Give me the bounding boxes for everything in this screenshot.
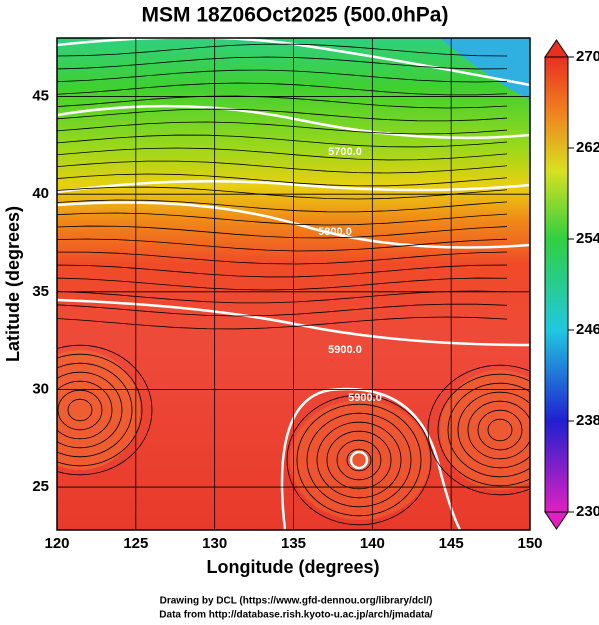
streamline: [336, 439, 382, 481]
x-tick-label: 125: [123, 535, 148, 552]
contour-label: 5900.0: [328, 344, 362, 356]
streamline: [57, 160, 508, 174]
x-tick-label: 130: [202, 535, 227, 552]
streamline: [487, 418, 513, 442]
colorbar-tick-label: 230: [576, 503, 599, 520]
streamline: [57, 277, 508, 291]
streamline: [67, 398, 93, 422]
footer-line: Data from http://database.rish.kyoto-u.a…: [159, 610, 433, 621]
streamline: [467, 400, 530, 460]
streamline: [57, 121, 508, 135]
colorbar-max-arrow: [544, 39, 569, 58]
streamline: [57, 147, 508, 161]
y-tick-label: 30: [32, 380, 49, 397]
streamline: [57, 353, 143, 467]
streamline: [427, 364, 530, 496]
streamline: [477, 409, 523, 451]
streamline: [57, 186, 508, 200]
streamline: [57, 290, 508, 304]
colorbar-tick-label: 262: [576, 139, 599, 156]
streamline: [296, 403, 422, 517]
contour-label: 5800.0: [318, 226, 352, 238]
streamline: [457, 391, 530, 469]
y-tick-label: 25: [32, 478, 49, 495]
colorbar-tick-label: 238: [576, 412, 599, 429]
colorbar-tick-label: 270: [576, 48, 599, 65]
streamline: [57, 344, 153, 476]
x-tick-label: 145: [439, 535, 464, 552]
streamline: [306, 412, 412, 508]
streamline: [57, 69, 508, 83]
map-field: [57, 38, 530, 530]
streamline: [326, 430, 392, 490]
y-tick-label: 35: [32, 283, 49, 300]
plot-frame: [56, 37, 531, 531]
streamline: [57, 389, 103, 431]
streamline: [286, 394, 432, 526]
x-tick-label: 135: [281, 535, 306, 552]
streamline: [57, 251, 508, 265]
streamline: [57, 199, 508, 213]
y-tick-label: 40: [32, 185, 49, 202]
streamline: [57, 238, 508, 252]
contour-label: 5900.0: [348, 392, 382, 404]
streamline: [57, 108, 508, 122]
streamline: [57, 371, 123, 449]
streamline: [57, 56, 508, 70]
contour-label: 5700.0: [328, 146, 362, 158]
streamline: [57, 43, 508, 57]
streamline: [57, 225, 508, 239]
streamline: [57, 362, 133, 458]
streamline: [346, 448, 372, 472]
streamline: [437, 373, 530, 487]
streamline: [316, 421, 402, 499]
title: MSM 18Z06Oct2025 (500.0hPa): [142, 4, 449, 27]
streamline: [57, 134, 508, 148]
colorbar: [544, 56, 569, 513]
streamline: [57, 303, 508, 317]
x-tick-label: 120: [44, 535, 69, 552]
streamline: [57, 212, 508, 226]
streamline: [57, 173, 508, 187]
streamline: [57, 380, 113, 440]
streamline: [447, 382, 530, 478]
colorbar-min-arrow: [544, 511, 569, 530]
streamline: [57, 264, 508, 278]
x-tick-label: 150: [517, 535, 542, 552]
streamline: [57, 316, 508, 330]
y-tick-label: 45: [32, 88, 49, 105]
x-tick-label: 140: [360, 535, 385, 552]
y-axis-label: Latitude (degrees): [3, 206, 23, 362]
x-axis-label: Longitude (degrees): [206, 557, 379, 577]
streamline: [57, 82, 508, 96]
colorbar-tick-label: 254: [576, 230, 599, 247]
footer-line: Drawing by DCL (https://www.gfd-dennou.o…: [160, 596, 433, 607]
colorbar-tick-label: 246: [576, 321, 599, 338]
